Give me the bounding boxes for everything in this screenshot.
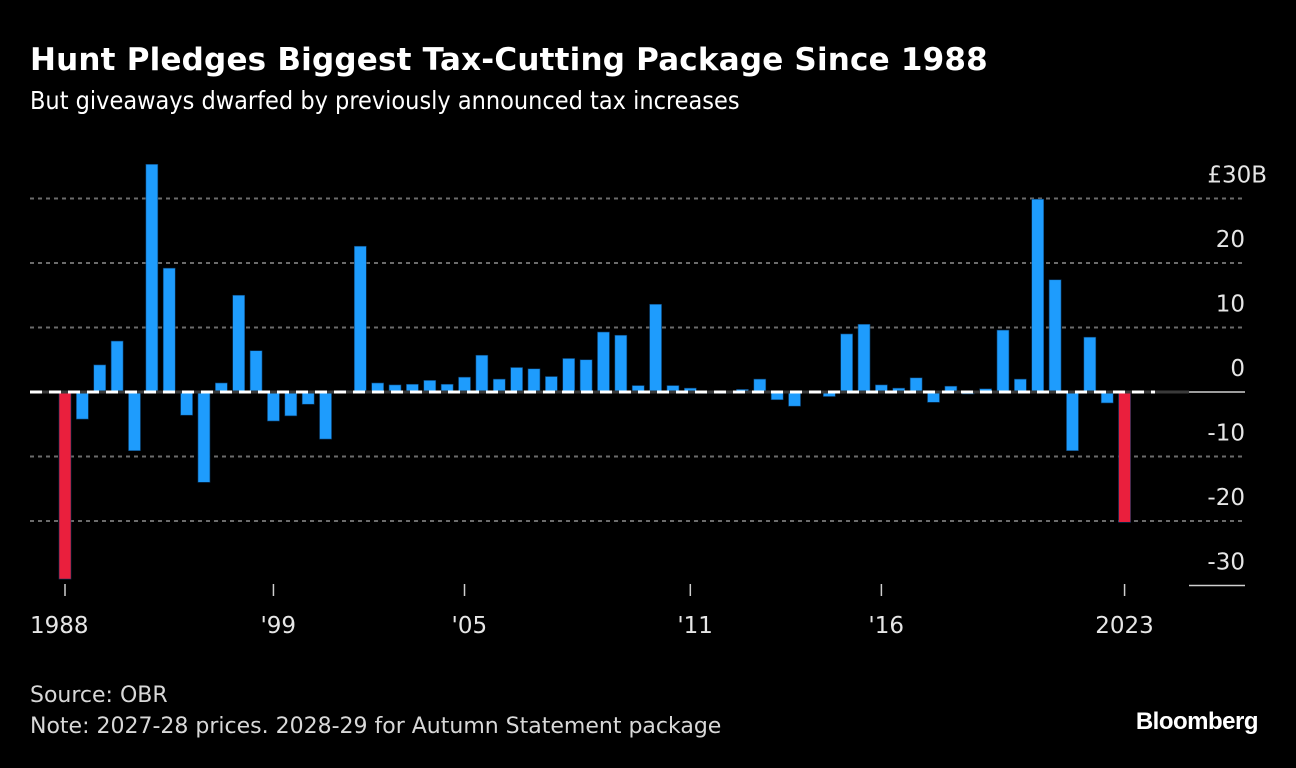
bar xyxy=(232,294,245,393)
bar xyxy=(614,334,628,393)
bar xyxy=(267,391,280,422)
bar xyxy=(128,391,141,451)
y-axis: £30B 20 10 0 -10 -20 -30 xyxy=(1207,163,1267,576)
bar xyxy=(492,378,506,393)
bar xyxy=(93,364,107,393)
bar xyxy=(545,376,558,393)
bar xyxy=(840,333,853,393)
x-axis: 1988 '99 '05 '11 '16 2023 xyxy=(30,584,1154,639)
bar xyxy=(579,359,593,393)
bar xyxy=(857,323,871,393)
bar xyxy=(423,380,437,393)
x-tick-label: 2023 xyxy=(1095,613,1154,639)
bar xyxy=(527,368,541,393)
bar xyxy=(475,354,489,393)
bar xyxy=(1066,391,1079,451)
bar xyxy=(1100,391,1114,404)
bar xyxy=(76,391,89,420)
bar xyxy=(510,367,523,393)
bar xyxy=(996,329,1010,393)
bar xyxy=(180,391,193,416)
bar xyxy=(353,245,367,393)
bar xyxy=(1031,198,1045,393)
bar xyxy=(284,391,298,417)
bar xyxy=(597,331,610,393)
footnote: Note: 2027-28 prices. 2028-29 for Autumn… xyxy=(30,714,722,739)
bar xyxy=(649,303,662,393)
x-tick-label: 1988 xyxy=(30,613,89,639)
bar xyxy=(145,164,159,393)
x-tick-label: '05 xyxy=(452,613,488,639)
bar xyxy=(927,391,940,403)
x-tick-label: '99 xyxy=(260,613,296,639)
y-tick-label: 20 xyxy=(1216,227,1245,253)
bar xyxy=(1083,336,1097,393)
y-tick-label: -20 xyxy=(1207,485,1245,511)
bar xyxy=(319,391,332,440)
y-tick-label: -10 xyxy=(1207,421,1245,447)
x-tick-label: '11 xyxy=(677,613,713,639)
bar xyxy=(458,376,471,393)
bar xyxy=(909,377,923,393)
chart-subtitle: But giveaways dwarfed by previously anno… xyxy=(30,86,740,115)
bar xyxy=(562,358,576,393)
y-tick-label: £30B xyxy=(1207,163,1267,189)
bloomberg-logo: Bloomberg xyxy=(1135,708,1259,735)
highlight-bar xyxy=(58,391,72,580)
y-tick-label: -30 xyxy=(1207,550,1245,576)
bar xyxy=(753,378,767,393)
bar xyxy=(301,391,315,405)
bar xyxy=(197,391,211,483)
chart-title: Hunt Pledges Biggest Tax-Cutting Package… xyxy=(30,42,988,78)
bars xyxy=(58,164,1131,580)
bar xyxy=(788,391,801,407)
y-tick-label: 10 xyxy=(1216,292,1245,318)
bar xyxy=(249,350,263,393)
x-tick-label: '16 xyxy=(868,613,904,639)
bar xyxy=(162,267,176,393)
source-note: Source: OBR xyxy=(30,683,168,708)
bar xyxy=(1014,378,1027,393)
bar xyxy=(1048,279,1062,393)
highlight-bar xyxy=(1118,391,1131,523)
y-tick-label: 0 xyxy=(1230,356,1245,382)
bar xyxy=(110,340,124,393)
